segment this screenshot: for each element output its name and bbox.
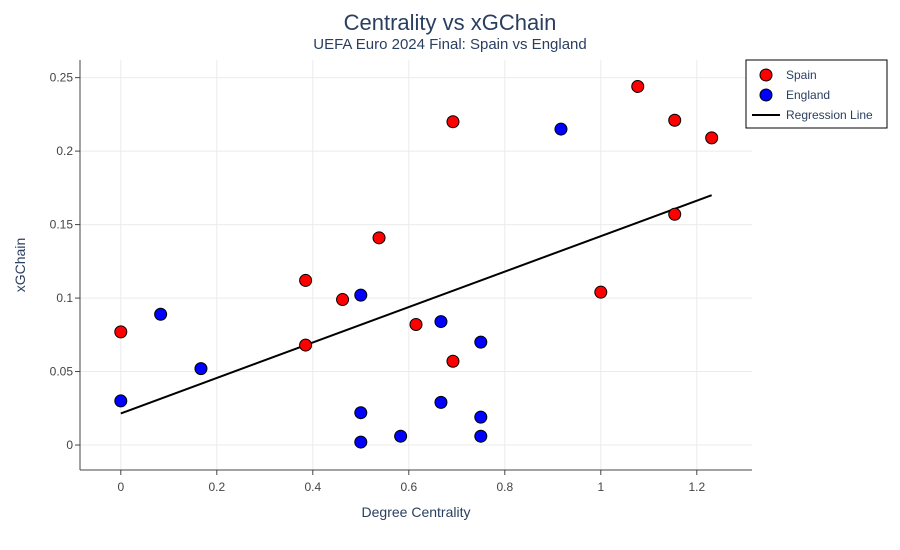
legend-label: Spain xyxy=(786,68,817,82)
series-england xyxy=(114,122,568,449)
axes xyxy=(79,60,752,471)
y-axis-ticks: 0 0.05 0.1 0.15 0.2 0.25 xyxy=(50,71,80,452)
data-point-spain[interactable] xyxy=(336,293,350,307)
data-point-england[interactable] xyxy=(474,410,488,424)
legend-label: England xyxy=(786,88,830,102)
data-point-england[interactable] xyxy=(394,429,408,443)
y-tick-label: 0.1 xyxy=(56,291,73,305)
data-point-england[interactable] xyxy=(554,122,568,136)
x-tick-label: 0.2 xyxy=(208,480,225,494)
data-point-england[interactable] xyxy=(354,435,368,449)
grid-lines xyxy=(80,60,752,470)
series-spain xyxy=(114,79,719,368)
x-tick-label: 0 xyxy=(117,480,124,494)
plot-area xyxy=(114,79,719,449)
data-point-england[interactable] xyxy=(434,395,448,409)
legend-item-regression-line[interactable]: Regression Line xyxy=(752,108,873,122)
data-point-spain[interactable] xyxy=(594,285,608,299)
y-axis-title: xGChain xyxy=(12,238,28,292)
data-point-england[interactable] xyxy=(434,315,448,329)
data-point-spain[interactable] xyxy=(372,231,386,245)
data-point-spain[interactable] xyxy=(299,273,313,287)
x-axis-ticks: 0 0.2 0.4 0.6 0.8 1 1.2 xyxy=(117,470,705,494)
data-point-spain[interactable] xyxy=(668,113,682,127)
legend-item-england[interactable]: England xyxy=(759,88,830,102)
x-tick-label: 1 xyxy=(597,480,604,494)
data-point-spain[interactable] xyxy=(705,131,719,145)
chart-subtitle: UEFA Euro 2024 Final: Spain vs England xyxy=(313,36,587,53)
legend[interactable]: Spain England Regression Line xyxy=(745,59,888,129)
data-point-spain[interactable] xyxy=(631,79,645,93)
legend-marker-swatch xyxy=(759,88,773,102)
x-tick-label: 0.6 xyxy=(400,480,417,494)
data-point-england[interactable] xyxy=(154,307,168,321)
data-point-england[interactable] xyxy=(354,406,368,420)
y-tick-label: 0 xyxy=(66,438,73,452)
x-tick-label: 0.4 xyxy=(304,480,321,494)
legend-label: Regression Line xyxy=(786,108,873,122)
y-tick-label: 0.15 xyxy=(50,218,74,232)
legend-item-spain[interactable]: Spain xyxy=(759,68,817,82)
x-tick-label: 0.8 xyxy=(496,480,513,494)
data-point-england[interactable] xyxy=(474,335,488,349)
data-point-england[interactable] xyxy=(194,362,208,376)
regression-line xyxy=(120,194,713,415)
y-tick-label: 0.2 xyxy=(56,144,73,158)
y-tick-label: 0.25 xyxy=(50,71,74,85)
data-point-england[interactable] xyxy=(114,394,128,408)
x-axis-title: Degree Centrality xyxy=(362,504,471,520)
legend-marker-swatch xyxy=(759,68,773,82)
y-tick-label: 0.05 xyxy=(50,365,74,379)
data-point-england[interactable] xyxy=(474,429,488,443)
data-point-england[interactable] xyxy=(354,288,368,302)
data-point-spain[interactable] xyxy=(114,325,128,339)
chart-title: Centrality vs xGChain xyxy=(344,10,557,35)
data-point-spain[interactable] xyxy=(299,338,313,352)
data-point-spain[interactable] xyxy=(668,207,682,221)
data-point-spain[interactable] xyxy=(446,115,460,129)
data-point-spain[interactable] xyxy=(409,318,423,332)
x-tick-label: 1.2 xyxy=(688,480,705,494)
data-point-spain[interactable] xyxy=(446,354,460,368)
